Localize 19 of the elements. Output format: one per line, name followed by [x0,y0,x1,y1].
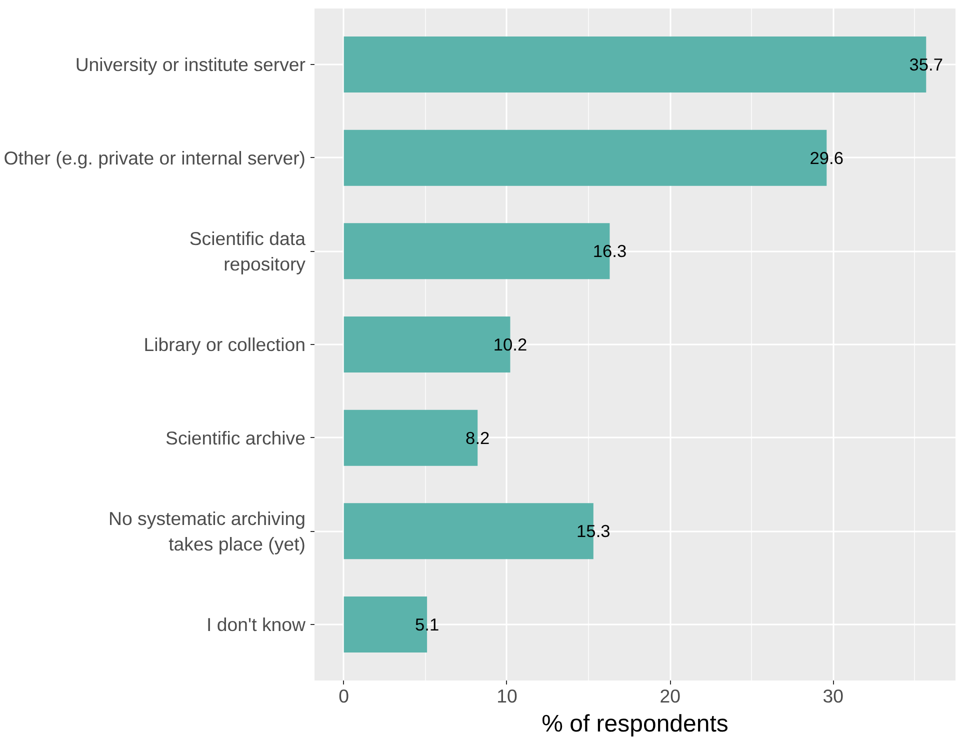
x-tick-label: 10 [496,686,518,706]
y-tick-label: Scientific data repository [189,228,306,274]
data-label: 16.3 [592,241,627,262]
data-label: 10.2 [493,334,528,354]
y-tick-label: Library or collection [144,334,306,355]
data-label: 8.2 [466,428,490,448]
data-label: 15.3 [576,521,610,542]
data-label: 5.1 [415,614,440,634]
x-tick-label: 0 [338,686,350,706]
y-tick-label: University or institute server [75,54,306,75]
y-tick-label: I don't know [206,614,306,635]
data-label: 29.6 [810,148,844,168]
y-tick-label: Scientific archive [166,427,306,448]
x-axis-title: % of respondents [542,710,728,738]
y-tick-label: No systematic archiving takes place (yet) [108,508,306,554]
data-label: 35.7 [909,54,944,74]
x-tick-label: 30 [822,686,844,706]
y-tick-label: Other (e.g. private or internal server) [4,147,306,168]
x-tick-label: 20 [660,686,680,706]
